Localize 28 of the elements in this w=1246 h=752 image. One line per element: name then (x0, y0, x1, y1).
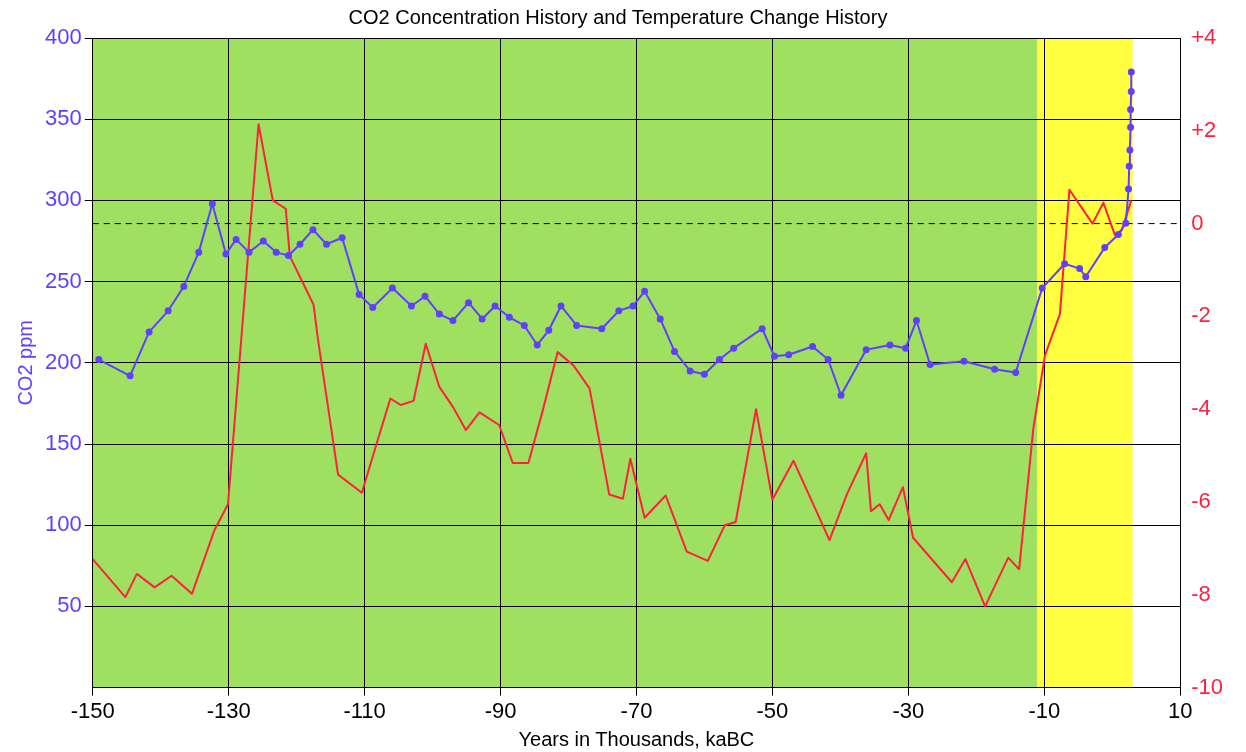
y2-tick-label: -2 (1191, 302, 1211, 328)
y-tick-label: 150 (44, 430, 82, 456)
x-tick-label: -110 (343, 697, 386, 723)
y-tick-label: 300 (44, 186, 82, 212)
x-tick-label: -70 (620, 697, 653, 723)
y2-tick-label: -10 (1191, 673, 1223, 699)
y2-tick-label: -6 (1191, 488, 1211, 514)
y-tick-label: 400 (44, 24, 82, 50)
y2-tick-label: -8 (1191, 580, 1211, 606)
x-axis-title: Years in Thousands, kaBC (518, 727, 755, 750)
y-tick-label: 350 (44, 105, 82, 131)
y2-tick-label: +4 (1191, 24, 1217, 50)
y-axis-title: CO2 ppm (13, 320, 36, 406)
y-tick-label: 250 (44, 267, 82, 293)
x-tick-label: -150 (70, 697, 115, 723)
y-tick-label: 100 (44, 511, 82, 537)
y2-tick-label: -4 (1191, 395, 1211, 421)
y2-tick-label: +2 (1191, 116, 1217, 142)
x-tick-label: 10 (1167, 697, 1193, 723)
x-tick-label: -30 (892, 697, 925, 723)
chart-title: CO2 Concentration History and Temperature Change History (348, 5, 888, 28)
y2-tick-label: 0 (1191, 209, 1204, 235)
y-tick-label: 200 (44, 348, 82, 374)
y-tick-label: 50 (57, 592, 82, 618)
x-tick-label: -50 (756, 697, 789, 723)
x-tick-label: -130 (206, 697, 251, 723)
x-tick-label: -10 (1028, 697, 1061, 723)
x-tick-label: -90 (484, 697, 517, 723)
